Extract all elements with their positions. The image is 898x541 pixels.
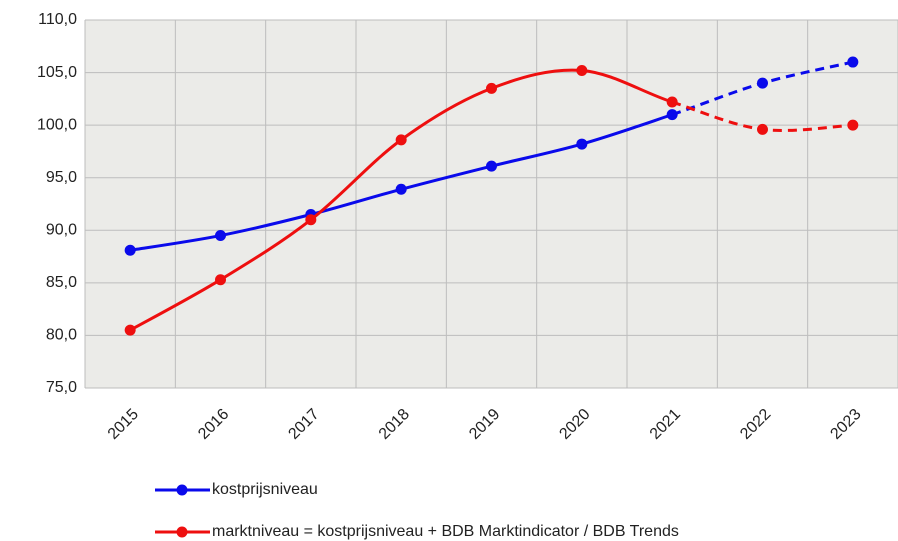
point bbox=[667, 97, 678, 108]
y-tick-label: 105,0 bbox=[37, 64, 77, 81]
point bbox=[486, 161, 497, 172]
x-tick-label: 2016 bbox=[195, 406, 232, 443]
y-tick-label: 110,0 bbox=[38, 11, 77, 28]
point bbox=[215, 274, 226, 285]
point bbox=[847, 120, 858, 131]
y-tick-label: 85,0 bbox=[46, 274, 77, 291]
legend-marker bbox=[177, 485, 188, 496]
point bbox=[486, 83, 497, 94]
legend-label: marktniveau = kostprijsniveau + BDB Mark… bbox=[212, 523, 679, 540]
plot-background bbox=[85, 20, 898, 388]
point bbox=[125, 325, 136, 336]
point bbox=[396, 184, 407, 195]
y-tick-label: 80,0 bbox=[46, 327, 77, 344]
x-tick-label: 2020 bbox=[556, 406, 593, 443]
point bbox=[667, 109, 678, 120]
point bbox=[576, 65, 587, 76]
point bbox=[215, 230, 226, 241]
legend-label: kostprijsniveau bbox=[212, 481, 318, 498]
x-tick-label: 2017 bbox=[285, 406, 322, 443]
point bbox=[757, 124, 768, 135]
legend-marker bbox=[177, 527, 188, 538]
chart: 75,0 80,0 85,0 90,0 95,0 100,0 105,0 110,0 2015 2… bbox=[0, 0, 898, 541]
point bbox=[125, 245, 136, 256]
x-tick-label: 2018 bbox=[376, 406, 413, 443]
x-tick-label: 2019 bbox=[466, 406, 503, 443]
x-tick-label: 2021 bbox=[647, 406, 684, 443]
point bbox=[396, 134, 407, 145]
y-tick-label: 75,0 bbox=[46, 379, 77, 396]
x-tick-label: 2022 bbox=[737, 406, 774, 443]
y-tick-label: 95,0 bbox=[46, 169, 77, 186]
point bbox=[847, 57, 858, 68]
point bbox=[576, 139, 587, 150]
x-tick-label: 2015 bbox=[105, 406, 142, 443]
point bbox=[305, 214, 316, 225]
x-tick-label: 2023 bbox=[827, 406, 864, 443]
point bbox=[757, 78, 768, 89]
y-tick-label: 100,0 bbox=[37, 116, 77, 133]
y-tick-label: 90,0 bbox=[46, 222, 77, 239]
